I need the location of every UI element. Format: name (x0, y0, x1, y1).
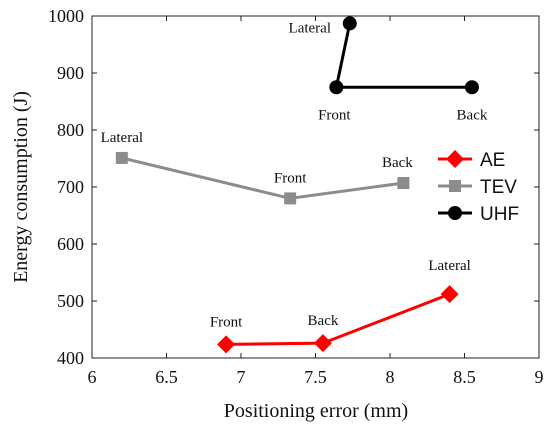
point-label: Lateral (428, 258, 470, 274)
x-axis-title: Positioning error (mm) (224, 400, 408, 422)
data-point-uhf (329, 80, 344, 95)
x-tick-label: 6 (88, 367, 97, 387)
y-tick-label: 1000 (48, 6, 84, 26)
x-tick-label: 8.5 (453, 367, 476, 387)
y-tick-label: 700 (57, 177, 84, 197)
series-uhf (329, 16, 479, 95)
data-point-tev (284, 192, 297, 205)
legend-item-tev: TEV (438, 177, 517, 198)
data-point-ae (313, 334, 332, 353)
data-point-uhf (342, 16, 357, 31)
data-point-uhf (464, 80, 479, 95)
point-label: Lateral (101, 130, 143, 146)
x-tick-label: 7 (237, 367, 246, 387)
y-tick-label: 900 (57, 63, 84, 83)
point-label: Back (382, 155, 413, 171)
x-tick-label: 9 (535, 367, 544, 387)
legend-marker-tev (449, 180, 461, 192)
legend-item-uhf: UHF (438, 204, 519, 225)
legend-marker-uhf (448, 206, 462, 220)
point-label: Front (210, 314, 243, 330)
legend-item-ae: AE (438, 150, 505, 171)
legend-marker-ae (446, 150, 464, 168)
data-point-ae (440, 285, 459, 304)
point-label: Back (308, 313, 339, 329)
y-axis-title: Energy consumption (J) (10, 91, 32, 283)
y-tick-label: 600 (57, 234, 84, 254)
series-layer (115, 16, 479, 354)
legend-label: AE (480, 150, 505, 171)
x-tick-label: 8 (386, 367, 395, 387)
legend-label: UHF (480, 204, 519, 225)
data-point-tev (397, 177, 410, 190)
axes: 6 6.5 7 7.5 8 8.5 9 400 500 600 700 800 900 1000 (48, 6, 544, 387)
y-tick-label: 800 (57, 120, 84, 140)
y-tick-label: 400 (57, 348, 84, 368)
y-tick-label: 500 (57, 291, 84, 311)
point-label: Front (318, 107, 351, 123)
point-label: Front (274, 170, 307, 186)
point-labels: Front Back Lateral Lateral Front Back Lateral F… (101, 20, 488, 330)
x-tick-label: 6.5 (155, 367, 178, 387)
series-ae (217, 285, 459, 354)
data-point-ae (217, 335, 236, 354)
data-point-tev (115, 151, 128, 164)
series-tev (115, 151, 410, 205)
legend-label: TEV (480, 177, 517, 198)
point-label: Lateral (289, 20, 331, 36)
x-tick-label: 7.5 (304, 367, 327, 387)
legend: AE TEV UHF (434, 145, 526, 234)
point-label: Back (457, 107, 488, 123)
